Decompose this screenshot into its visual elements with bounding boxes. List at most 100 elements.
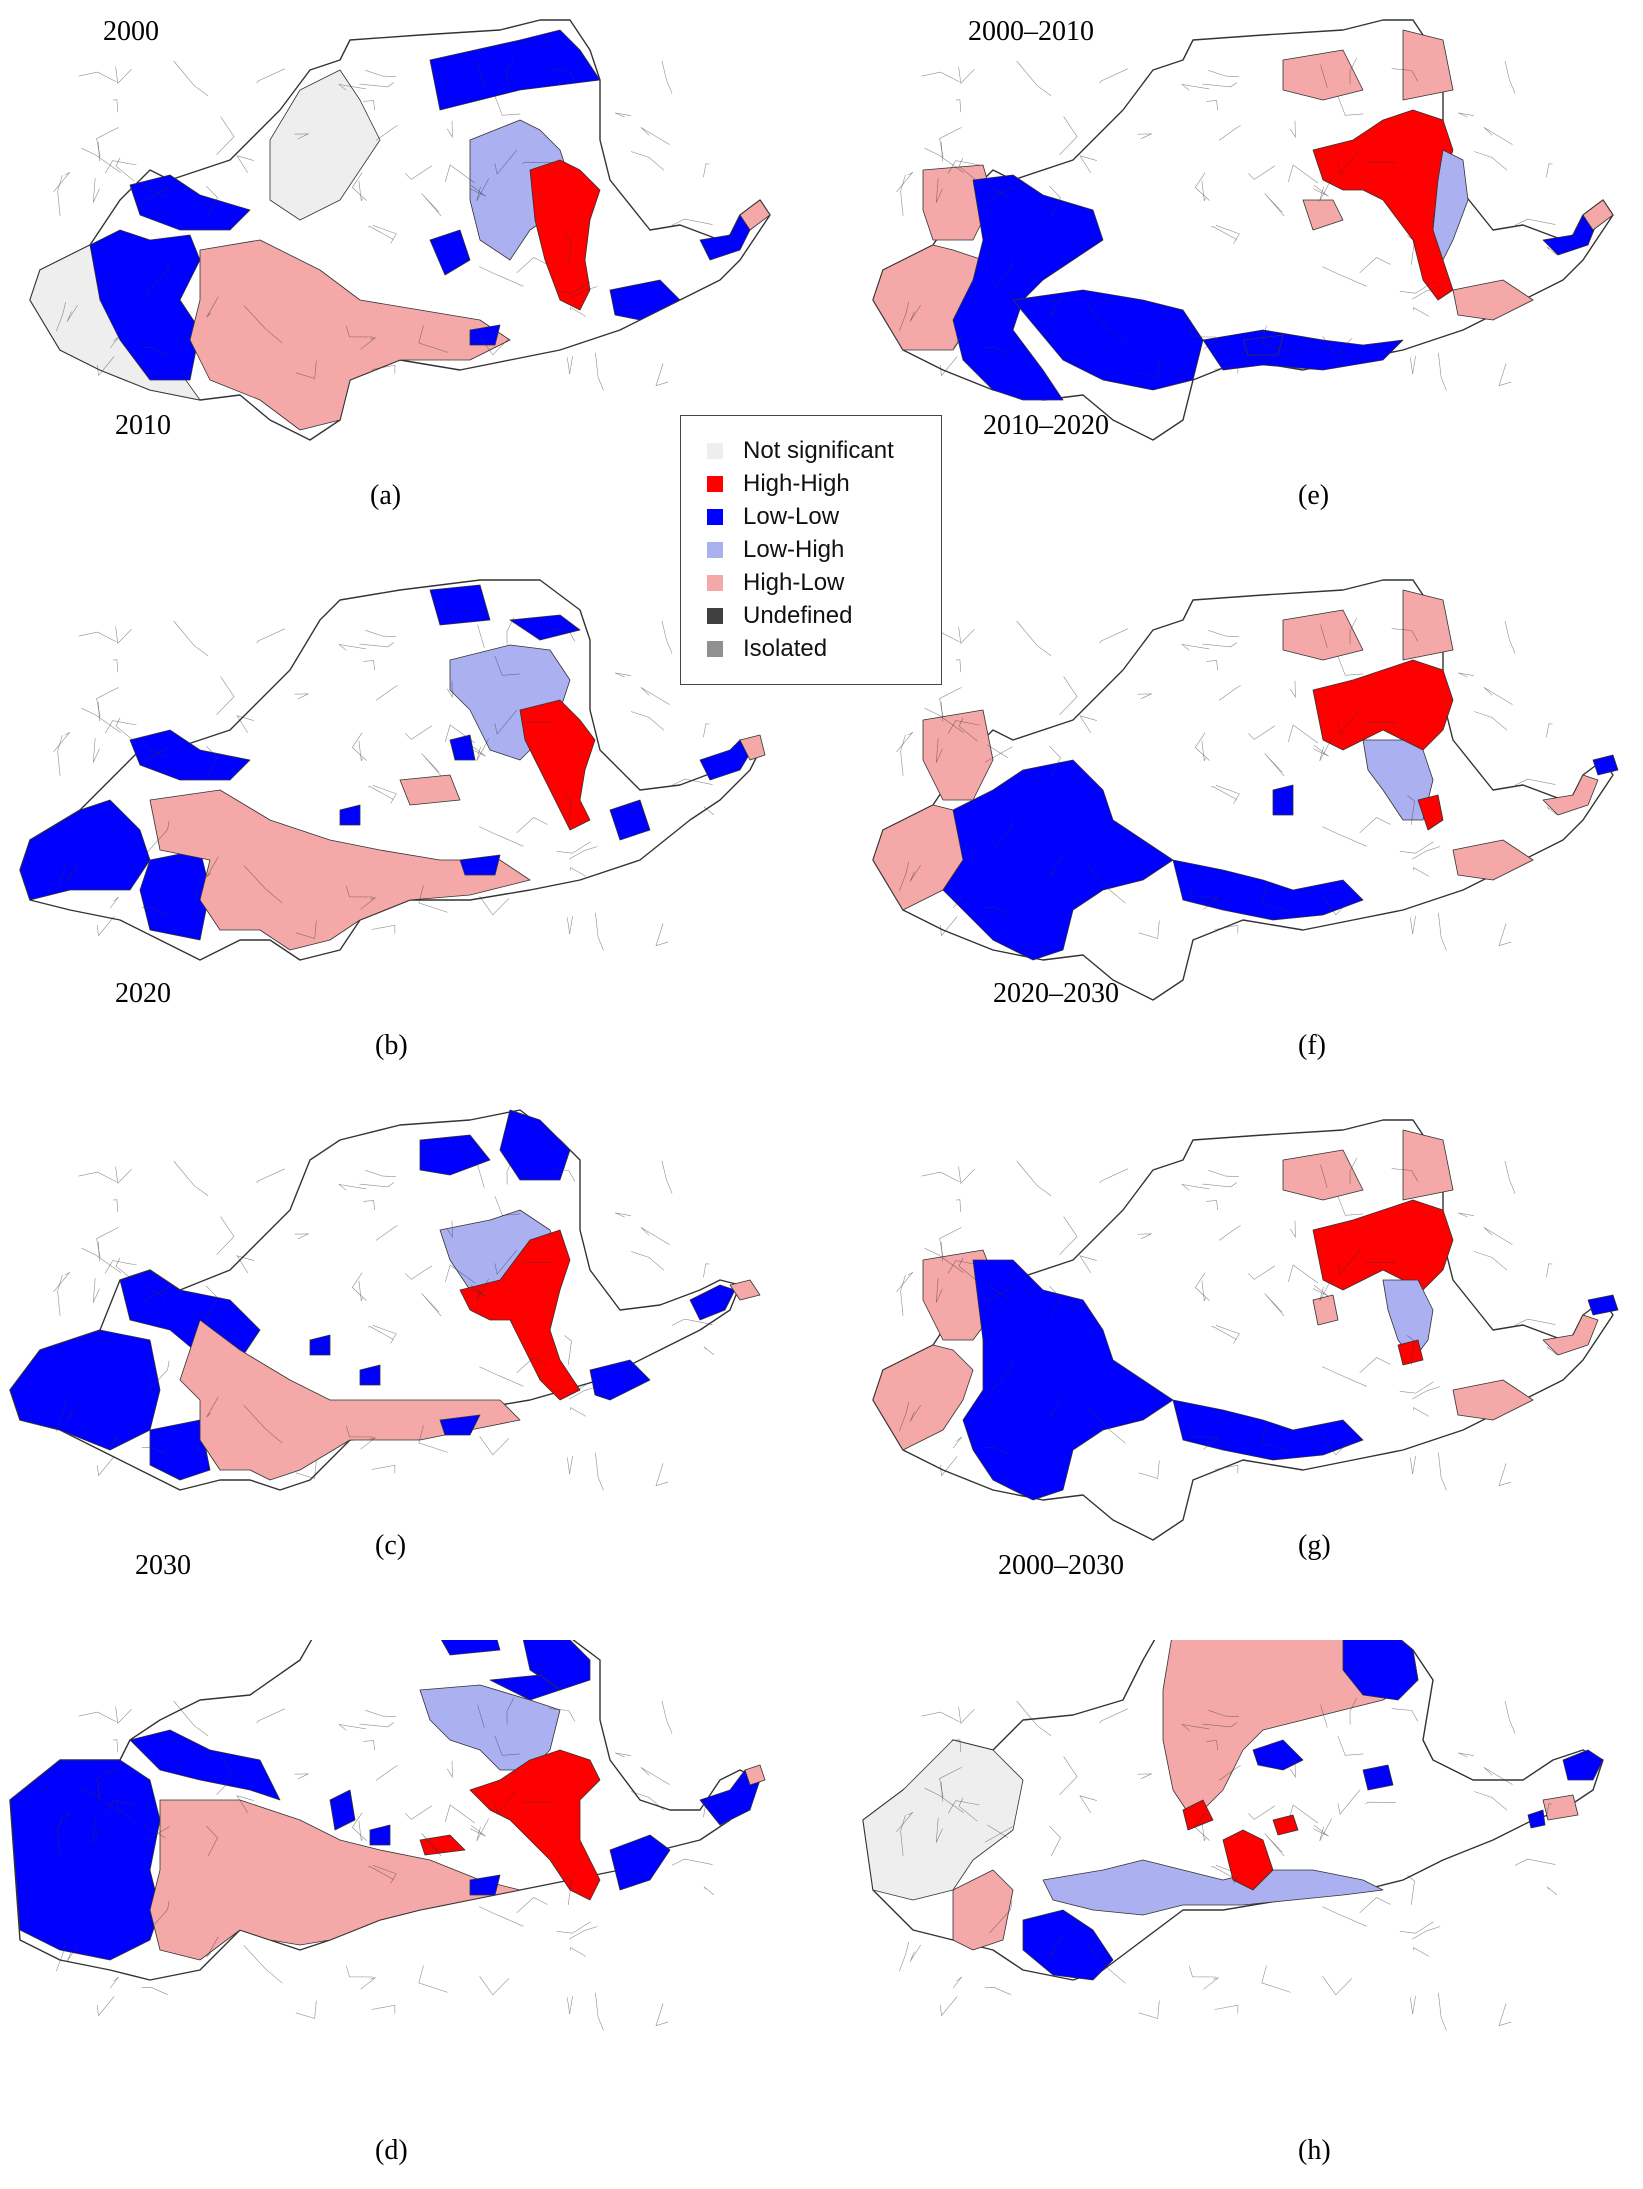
county-boundary-line — [924, 1247, 964, 1274]
panel-year-a: 2000 — [103, 16, 159, 47]
county-boundary-line — [595, 352, 604, 391]
county-boundary-line — [206, 185, 218, 217]
county-boundary-line — [1059, 1216, 1078, 1255]
county-boundary-line — [446, 120, 453, 139]
county-boundary-line — [1099, 1168, 1128, 1184]
county-boundary-line — [556, 1921, 591, 1934]
county-boundary-line — [206, 296, 219, 318]
county-boundary-line — [53, 171, 71, 192]
county-boundary-line — [115, 1257, 135, 1282]
legend-item-not-significant: Not significant — [707, 436, 894, 466]
region-low-low — [1527, 1809, 1546, 1829]
county-boundary-line — [516, 257, 548, 274]
county-boundary-line — [141, 746, 170, 763]
region-low-low — [139, 849, 211, 941]
county-boundary-line — [1137, 133, 1152, 140]
county-boundary-line — [1337, 1196, 1364, 1216]
legend-label: Not significant — [743, 437, 894, 464]
county-boundary-line — [1337, 1789, 1361, 1815]
county-boundary-line — [477, 64, 485, 88]
county-boundary-line — [1202, 1182, 1237, 1188]
county-boundary-line — [1016, 1160, 1052, 1196]
county-boundary-line — [1288, 1804, 1319, 1824]
county-boundary-line — [516, 817, 548, 834]
county-boundary-line — [1049, 1825, 1061, 1857]
county-boundary-line — [375, 685, 398, 701]
legend-item-low-low: Low-Low — [707, 502, 839, 532]
county-boundary-line — [1413, 867, 1430, 877]
region-low-low — [439, 1414, 481, 1436]
county-boundary-line — [989, 820, 1013, 854]
region-low-low — [1342, 1640, 1419, 1701]
legend-swatch — [707, 542, 723, 558]
panel-caption-h: (h) — [1298, 2135, 1331, 2166]
county-boundary-line — [144, 744, 166, 759]
county-boundary-line — [206, 1825, 218, 1857]
county-boundary-line — [522, 1801, 553, 1805]
region-high-low — [1282, 1149, 1364, 1201]
county-boundary-line — [476, 1278, 489, 1302]
map-panel-h: 2000–2030 (h) — [843, 1550, 1643, 2180]
legend-item-low-high: Low-High — [707, 535, 844, 565]
county-boundary-line — [661, 620, 673, 654]
county-boundary-line — [899, 1941, 909, 1972]
region-low-high — [1042, 1859, 1384, 1916]
county-boundary-line — [351, 1272, 367, 1301]
region-low-low — [509, 614, 581, 641]
county-boundary-line — [494, 1789, 518, 1815]
county-boundary-line — [236, 155, 254, 174]
county-boundary-line — [989, 1900, 1013, 1934]
county-boundary-line — [109, 1436, 120, 1449]
county-boundary-line — [98, 1242, 100, 1262]
county-boundary-line — [365, 70, 396, 77]
county-boundary-line — [1261, 885, 1291, 913]
county-boundary-line — [556, 841, 591, 854]
county-boundary-line — [1359, 257, 1391, 274]
county-boundary-line — [1407, 1335, 1415, 1365]
county-boundary-line — [940, 1456, 958, 1477]
county-boundary-line — [1049, 1285, 1061, 1317]
county-boundary-line — [494, 149, 518, 175]
county-boundary-line — [1438, 912, 1447, 951]
county-boundary-line — [479, 896, 510, 916]
county-boundary-line — [939, 687, 962, 718]
county-boundary-line — [1211, 226, 1237, 240]
county-boundary-line — [570, 307, 587, 317]
county-boundary-line — [141, 1826, 170, 1843]
county-boundary-line — [92, 738, 100, 763]
county-boundary-line — [206, 1936, 219, 1958]
region-low-low — [1252, 1739, 1304, 1771]
region-high-low — [1582, 199, 1614, 231]
region-low-low — [1362, 1764, 1394, 1791]
region-low-low — [1587, 1294, 1619, 1316]
county-boundary-line — [104, 1800, 137, 1814]
legend-label: High-High — [743, 470, 850, 497]
region-high-low — [399, 774, 461, 806]
county-boundary-line — [256, 1708, 285, 1724]
region-high-high — [1417, 794, 1444, 831]
county-boundary-line — [1211, 1326, 1237, 1340]
map-h — [862, 1640, 1604, 2031]
county-boundary-line — [375, 1765, 398, 1781]
county-boundary-line — [477, 1164, 485, 1188]
county-boundary-line — [146, 820, 170, 854]
county-boundary-line — [1322, 1976, 1353, 1996]
county-boundary-line — [53, 1811, 71, 1832]
county-boundary-line — [236, 1255, 254, 1274]
county-boundary-line — [1514, 218, 1556, 226]
legend-label: Low-High — [743, 536, 845, 563]
county-boundary-line — [372, 1325, 397, 1344]
county-boundary-line — [371, 1464, 396, 1474]
county-boundary-line — [958, 1166, 975, 1184]
map-panel-d: 2030 (d) — [0, 1550, 800, 2180]
county-boundary-line — [1189, 1425, 1217, 1438]
county-boundary-line — [987, 1284, 1009, 1299]
county-boundary-line — [567, 1455, 573, 1475]
county-boundary-line — [445, 724, 476, 744]
county-boundary-line — [567, 355, 573, 375]
county-boundary-line — [595, 1452, 604, 1491]
county-boundary-line — [1214, 1464, 1239, 1474]
county-boundary-line — [216, 1756, 235, 1795]
county-boundary-line — [1288, 164, 1319, 184]
county-boundary-line — [1504, 620, 1516, 654]
